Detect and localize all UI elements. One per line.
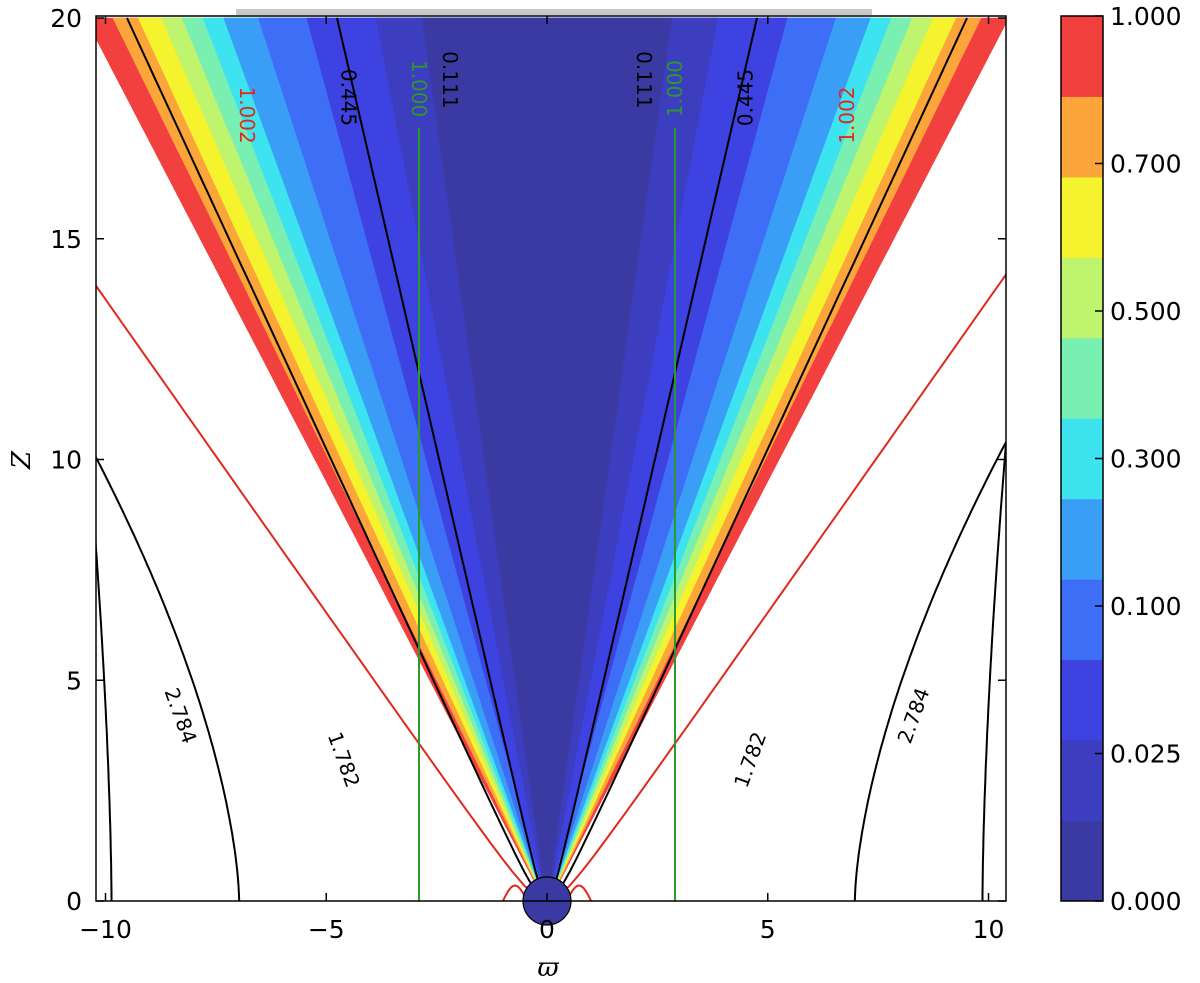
y-axis-label: Z <box>7 450 37 470</box>
contour-lines <box>96 17 1006 901</box>
contour-label-0_111: 0.111 <box>438 51 462 108</box>
contour-line-0_445-right <box>546 17 968 901</box>
y-tick-label: 15 <box>50 225 82 254</box>
colorbar-segment <box>1061 740 1103 822</box>
colorbar-ticks: 0.000 0.025 0.100 0.300 0.500 0.700 1.000 <box>1095 2 1182 916</box>
contour-line-1_782-left <box>96 455 241 901</box>
y-tick-label: 10 <box>50 446 82 475</box>
contour-label-1_000: 1.000 <box>663 60 687 117</box>
contour-line-0_111-left <box>336 17 548 901</box>
contour-line-1_002-right <box>546 272 1006 901</box>
colorbar-tick-label: 0.500 <box>1110 297 1182 326</box>
colorbar-segment <box>1061 176 1103 258</box>
colorbar-tick-label: 0.025 <box>1110 740 1182 769</box>
x-tick-label: 5 <box>760 915 776 944</box>
colorbar-tick-label: 1.000 <box>1110 2 1182 31</box>
colorbar-segment <box>1061 337 1103 419</box>
y-tick-label: 20 <box>50 4 82 33</box>
colorbar-tick-label: 0.000 <box>1110 887 1182 916</box>
top-gray-bar <box>236 9 872 15</box>
x-tick-label: −10 <box>79 915 132 944</box>
contour-line-2_784-right <box>981 441 1006 901</box>
contour-fill-0 <box>422 17 672 901</box>
contour-line-0_111-right <box>546 17 758 901</box>
colorbar-segment <box>1061 579 1103 661</box>
contour-label-0_445: 0.445 <box>734 69 758 126</box>
colorbar-tick-label: 0.300 <box>1110 445 1182 474</box>
colorbar-segment <box>1061 498 1103 580</box>
colorbar-segment <box>1061 257 1103 339</box>
contour-labels: 0.111 0.111 0.445 0.445 1.002 1.002 1.000 1.000… <box>160 51 935 791</box>
y-tick-label: 5 <box>66 666 82 695</box>
contour-label-0_445: 0.445 <box>336 69 360 126</box>
colorbar <box>1060 15 1104 902</box>
colorbar-segment <box>1061 96 1103 178</box>
y-ticks: 0 5 10 15 20 <box>50 4 1006 916</box>
y-tick-label: 0 <box>66 887 82 916</box>
contour-label-0_111: 0.111 <box>632 51 656 108</box>
colorbar-tick-label: 0.700 <box>1110 150 1182 179</box>
contour-line-1_002-left <box>96 284 548 901</box>
colorbar-segment <box>1061 659 1103 741</box>
x-ticks: −10 −5 0 5 10 <box>79 16 1004 944</box>
colorbar-tick-label: 0.100 <box>1110 592 1182 621</box>
filled-contours <box>96 16 1006 901</box>
x-tick-label: 10 <box>973 915 1005 944</box>
contour-line-0_445-left <box>126 17 548 901</box>
contour-line-1_782-right <box>853 441 1006 901</box>
contour-label-1_002: 1.002 <box>235 86 259 143</box>
plot-frame <box>95 15 1007 902</box>
x-tick-label: −5 <box>308 915 345 944</box>
colorbar-segment <box>1061 820 1103 902</box>
contour-line-1_002-base <box>502 884 528 901</box>
x-axis-label: ϖ <box>537 953 559 983</box>
contour-line-2_784-left <box>96 534 113 901</box>
contour-line-1_002-base <box>566 884 592 901</box>
x-tick-label: 0 <box>539 915 555 944</box>
colorbar-segment <box>1061 16 1103 97</box>
contour-label-1_000: 1.000 <box>407 60 431 117</box>
contour-label-1_002: 1.002 <box>835 86 859 143</box>
